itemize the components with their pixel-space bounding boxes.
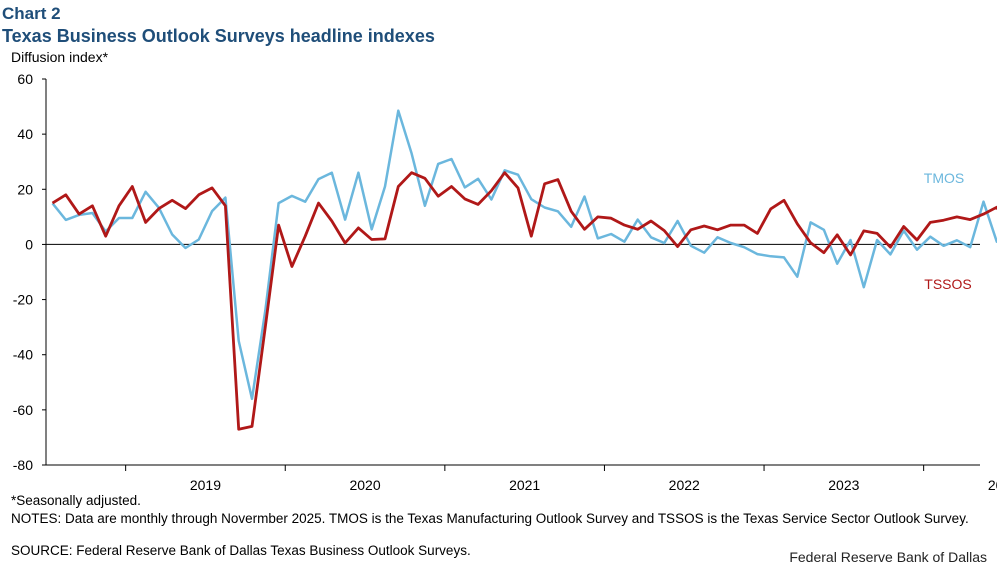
y-tick-label: -20	[13, 292, 33, 308]
series-labels: TMOS TSSOS	[924, 170, 972, 292]
credit-text: Federal Reserve Bank of Dallas	[789, 549, 987, 565]
series-line-tssos	[51, 171, 997, 431]
chart-title: Texas Business Outlook Surveys headline …	[2, 26, 435, 46]
x-tick-label: 2022	[669, 477, 700, 493]
series-label-tssos: TSSOS	[924, 276, 971, 292]
x-tick-label: 2023	[828, 477, 859, 493]
y-tick-label: -40	[13, 347, 33, 363]
x-tick-label: 2024	[988, 477, 997, 493]
series-label-tmos: TMOS	[924, 170, 964, 186]
x-tick-label: 2020	[349, 477, 380, 493]
y-axis-label: Diffusion index*	[11, 49, 109, 65]
series-lines	[51, 109, 997, 431]
series-line-tmos	[51, 109, 997, 401]
x-tick-labels: 2019202020212022202320242025	[190, 477, 997, 493]
x-tick-label: 2019	[190, 477, 221, 493]
footnote-notes: NOTES: Data are monthly through Novermbe…	[11, 511, 969, 526]
footnote-source: SOURCE: Federal Reserve Bank of Dallas T…	[11, 543, 471, 558]
axes	[42, 78, 980, 471]
y-tick-label: 20	[17, 181, 33, 197]
footnote-seasonal: *Seasonally adjusted.	[11, 493, 141, 508]
y-tick-label: -80	[13, 457, 33, 473]
x-tick-label: 2021	[509, 477, 540, 493]
y-tick-label: 40	[17, 126, 33, 142]
y-tick-label: 60	[17, 71, 33, 87]
y-tick-labels: 60 40 20 0 -20 -40 -60 -80	[13, 71, 33, 473]
y-tick-label: 0	[25, 236, 33, 252]
y-tick-label: -60	[13, 402, 33, 418]
chart-number: Chart 2	[2, 4, 61, 23]
